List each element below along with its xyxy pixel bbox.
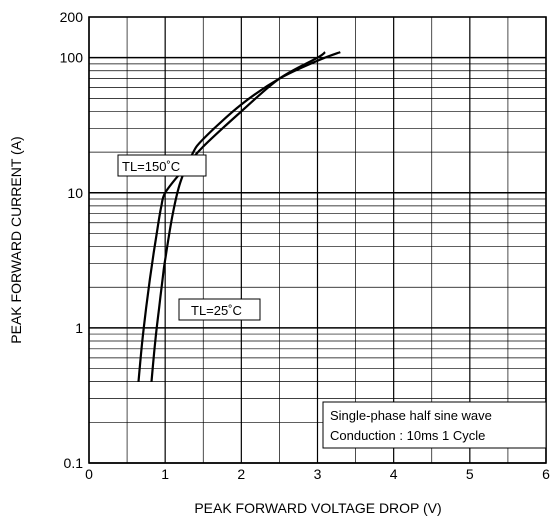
label-25: TL=25˚C: [191, 303, 242, 318]
series-line-150c: [137, 51, 326, 382]
x-tick-label: 5: [466, 466, 474, 482]
x-tick-label: 6: [542, 466, 550, 482]
curves: [137, 51, 341, 382]
y-tick-label: 10: [67, 185, 83, 201]
tick-labels: 0 1 2 3 4 5 6 0.1 1 10 100 200: [60, 9, 550, 482]
x-tick-label: 4: [390, 466, 398, 482]
x-tick-label: 0: [85, 466, 93, 482]
y-tick-label: 1: [75, 320, 83, 336]
label-150: TL=150˚C: [122, 159, 180, 174]
note-line-1: Single-phase half sine wave: [330, 408, 492, 423]
y-tick-label: 200: [60, 9, 84, 25]
y-tick-label: 0.1: [64, 455, 84, 471]
note-box: [322, 401, 547, 449]
x-axis-title: PEAK FORWARD VOLTAGE DROP (V): [194, 500, 441, 516]
note-line-2: Conduction : 10ms 1 Cycle: [330, 428, 485, 443]
x-tick-label: 3: [314, 466, 322, 482]
x-tick-label: 1: [161, 466, 169, 482]
label-box-150: [117, 154, 207, 177]
series-line-25c: [150, 51, 341, 382]
plot-frame: [88, 16, 547, 464]
label-box-25: [178, 298, 261, 321]
y-tick-label: 100: [60, 50, 84, 66]
x-tick-label: 2: [237, 466, 245, 482]
y-axis-title: PEAK FORWARD CURRENT (A): [8, 136, 24, 343]
grid: [88, 16, 547, 464]
